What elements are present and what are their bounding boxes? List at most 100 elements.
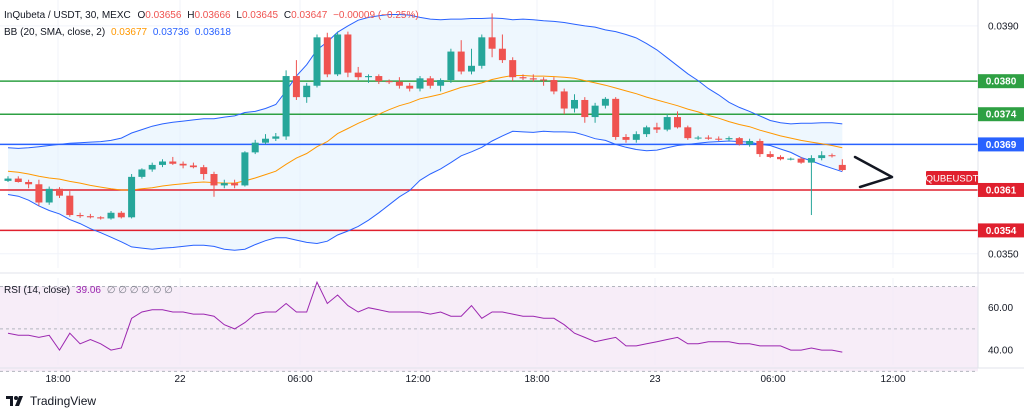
candle-body bbox=[56, 188, 63, 196]
candle-body bbox=[519, 77, 527, 79]
candle-body bbox=[200, 167, 208, 175]
candle-body bbox=[220, 183, 228, 186]
candle-body bbox=[632, 134, 640, 140]
candle-body bbox=[45, 188, 53, 203]
candle-body bbox=[591, 105, 599, 118]
candle-body bbox=[241, 152, 249, 186]
x-tick-label: 23 bbox=[649, 374, 661, 385]
rsi-value: 39.06 bbox=[75, 285, 101, 296]
rsi-line bbox=[7, 280, 843, 353]
bollinger-bands bbox=[7, 14, 843, 251]
candle-body bbox=[14, 178, 22, 182]
candle-body bbox=[571, 99, 578, 109]
price-level-label: 0.0361 bbox=[986, 185, 1017, 196]
ohlc-low: 0.03645 bbox=[241, 10, 279, 21]
candle-body bbox=[169, 161, 177, 164]
bb-basis: 0.03677 bbox=[110, 27, 148, 38]
candle-body bbox=[674, 117, 681, 128]
candle-body bbox=[715, 138, 723, 140]
price-level-label-box bbox=[978, 223, 1024, 238]
price-level-label-box bbox=[978, 182, 1024, 197]
bollinger-fill-area bbox=[8, 14, 843, 251]
bollinger-lower-line bbox=[7, 130, 843, 251]
candle-body bbox=[509, 60, 517, 78]
x-tick-label: 12:00 bbox=[880, 374, 905, 385]
candle-body bbox=[437, 80, 445, 86]
candle-body bbox=[375, 76, 383, 82]
rsi-y-tick-label: 60.00 bbox=[988, 303, 1013, 314]
candle-body bbox=[395, 81, 403, 86]
price-level-label: 0.0369 bbox=[986, 140, 1017, 151]
ohlc-change: −0.00009 (−0.25%) bbox=[333, 10, 419, 21]
x-tick-label: 06:00 bbox=[760, 374, 785, 385]
tradingview-brand[interactable]: TradingView bbox=[6, 394, 96, 408]
price-level-label: 0.0374 bbox=[986, 110, 1017, 121]
bb-upper: 0.03736 bbox=[152, 27, 190, 38]
price-level-label-box bbox=[978, 137, 1024, 152]
candle-body bbox=[313, 37, 321, 86]
candle-body bbox=[117, 212, 125, 218]
candle-body bbox=[694, 137, 702, 139]
ohlc-open: 0.03656 bbox=[145, 10, 182, 21]
candle-body bbox=[838, 164, 846, 171]
candle-body bbox=[406, 85, 414, 89]
candle-body bbox=[251, 142, 259, 153]
candle-body bbox=[684, 127, 692, 139]
candle-body bbox=[612, 98, 620, 137]
candle-body bbox=[159, 161, 166, 165]
candle-body bbox=[128, 176, 136, 218]
candle-body bbox=[735, 138, 743, 145]
candle-body bbox=[457, 51, 465, 72]
candle-body bbox=[560, 91, 568, 109]
horizontal-levels bbox=[0, 80, 978, 232]
y-tick-label: 0.0390 bbox=[988, 21, 1019, 32]
candle-body bbox=[540, 79, 548, 81]
axes: 0.0380 0.0374 0.0369 0.0361 0.0354 QUBEUSDT 0.… bbox=[0, 0, 1024, 385]
rsi-legend: RSI (14, close) 39.06 ∅ ∅ ∅ ∅ ∅ ∅ bbox=[4, 285, 173, 296]
candle-body bbox=[138, 169, 146, 177]
ohlc-high: 0.03666 bbox=[194, 10, 231, 21]
ohlc-high-label: H bbox=[187, 10, 195, 21]
candle-body bbox=[66, 195, 74, 216]
x-tick-label: 22 bbox=[174, 374, 186, 385]
y-tick-label: 0.0350 bbox=[988, 249, 1019, 260]
rsi-pane bbox=[0, 280, 978, 372]
candle-body bbox=[478, 37, 486, 66]
candle-body bbox=[643, 127, 651, 135]
candle-body bbox=[189, 165, 197, 168]
bb-title: BB (20, SMA, close, 2) bbox=[4, 27, 106, 38]
x-tick-label: 18:00 bbox=[524, 374, 549, 385]
candle-body bbox=[746, 140, 754, 145]
candle-body bbox=[354, 72, 362, 78]
candle-body bbox=[766, 154, 774, 157]
candle-body bbox=[231, 183, 239, 186]
candle-body bbox=[262, 138, 269, 143]
candle-body bbox=[385, 81, 393, 83]
candle-body bbox=[292, 76, 300, 98]
candle-body bbox=[344, 34, 352, 73]
candle-body bbox=[550, 80, 558, 92]
candle-body bbox=[725, 138, 733, 140]
ohlc-close-label: C bbox=[283, 10, 292, 21]
candle-body bbox=[777, 156, 784, 160]
x-tick-label: 12:00 bbox=[405, 374, 430, 385]
bb-lower: 0.03618 bbox=[194, 27, 231, 38]
candle-body bbox=[653, 127, 661, 130]
candle-body bbox=[4, 178, 12, 181]
arrow-annotation-shape bbox=[853, 155, 894, 189]
rsi-extra: ∅ ∅ ∅ ∅ ∅ ∅ bbox=[106, 285, 173, 296]
arrow-annotation bbox=[853, 155, 894, 189]
bollinger-upper-line bbox=[7, 14, 843, 149]
candle-body bbox=[818, 155, 826, 159]
candle-body bbox=[210, 174, 218, 186]
candle-body bbox=[622, 137, 630, 140]
ohlc-close: 0.03647 bbox=[291, 10, 328, 21]
candle-body bbox=[282, 76, 290, 137]
candle-body bbox=[426, 78, 434, 86]
candle-body bbox=[807, 158, 815, 163]
candles bbox=[4, 13, 846, 220]
candle-body bbox=[787, 158, 795, 160]
candle-body bbox=[468, 65, 475, 72]
x-tick-label: 18:00 bbox=[45, 374, 70, 385]
